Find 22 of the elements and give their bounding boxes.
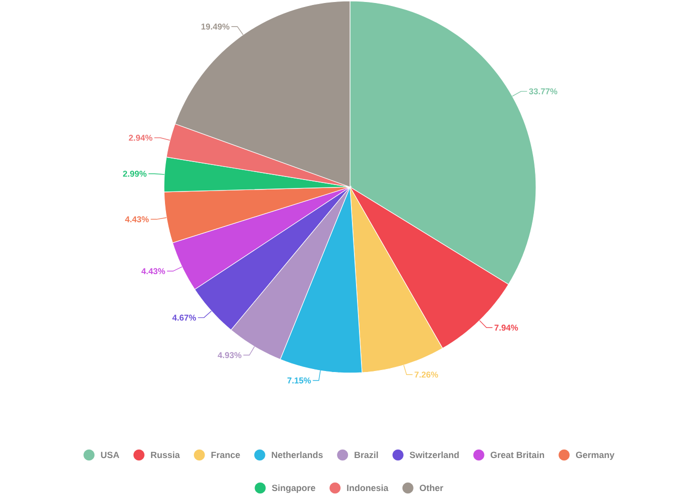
legend-label: Indonesia xyxy=(347,484,388,492)
data-label: 4.43% xyxy=(125,216,149,222)
data-label: 33.77% xyxy=(528,88,558,94)
legend-label: Netherlands xyxy=(272,451,323,458)
data-label: 2.94% xyxy=(128,134,152,141)
data-label: 2.99% xyxy=(123,170,147,177)
data-label: 7.26% xyxy=(414,372,438,378)
legend-label: Russia xyxy=(151,451,180,458)
legend-label: USA xyxy=(101,452,120,458)
legend-label: France xyxy=(211,452,240,458)
data-label: 7.15% xyxy=(287,377,311,384)
data-label: 7.94% xyxy=(494,324,518,331)
legend-label: Brazil xyxy=(354,451,378,458)
data-label: 19.49% xyxy=(201,24,230,30)
legend-label: Other xyxy=(420,484,444,492)
data-label: 4.67% xyxy=(172,314,196,321)
legend-label: Singapore xyxy=(272,484,316,493)
legend-label: Switzerland xyxy=(410,451,459,458)
legend-label: Germany xyxy=(576,452,614,460)
legend-label: Great Britain xyxy=(490,451,544,458)
data-label: 4.93% xyxy=(218,352,242,358)
data-label: 4.43% xyxy=(141,268,166,274)
